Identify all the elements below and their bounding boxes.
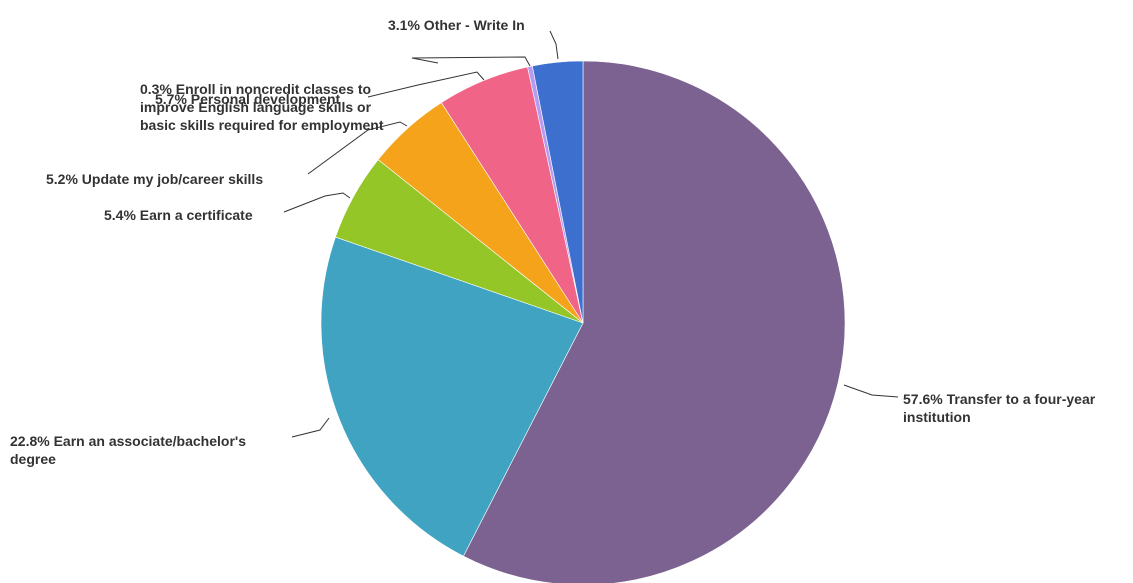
leader-line-4 [307, 121, 408, 175]
leader-line-6 [411, 56, 531, 67]
slice-label-7: 3.1% Other - Write In [388, 17, 525, 33]
labels-layer: 57.6% Transfer to a four-year institution… [10, 17, 1096, 467]
leader-line-3 [283, 192, 351, 213]
slice-label-4: 5.2% Update my job/career skills [46, 171, 263, 187]
slices-layer [320, 60, 846, 583]
leader-line-1 [843, 384, 899, 398]
pie-slice-7 [531, 60, 584, 324]
leader-line-2 [291, 417, 330, 438]
pie-slice-1 [463, 60, 846, 583]
slice-label-6: 0.3% Enroll in noncredit classes to impro… [140, 81, 384, 133]
slice-label-1: 57.6% Transfer to a four-year institution [903, 391, 1096, 425]
leader-lines-layer [283, 30, 899, 438]
pie-slice-2 [320, 236, 584, 557]
leader-line-5 [367, 71, 485, 98]
slice-label-3: 5.4% Earn a certificate [104, 207, 253, 223]
leader-line-7 [549, 30, 559, 60]
slice-label-5: 5.7% Personal development [155, 91, 341, 107]
slice-label-2: 22.8% Earn an associate/bachelor's degree [10, 433, 246, 467]
